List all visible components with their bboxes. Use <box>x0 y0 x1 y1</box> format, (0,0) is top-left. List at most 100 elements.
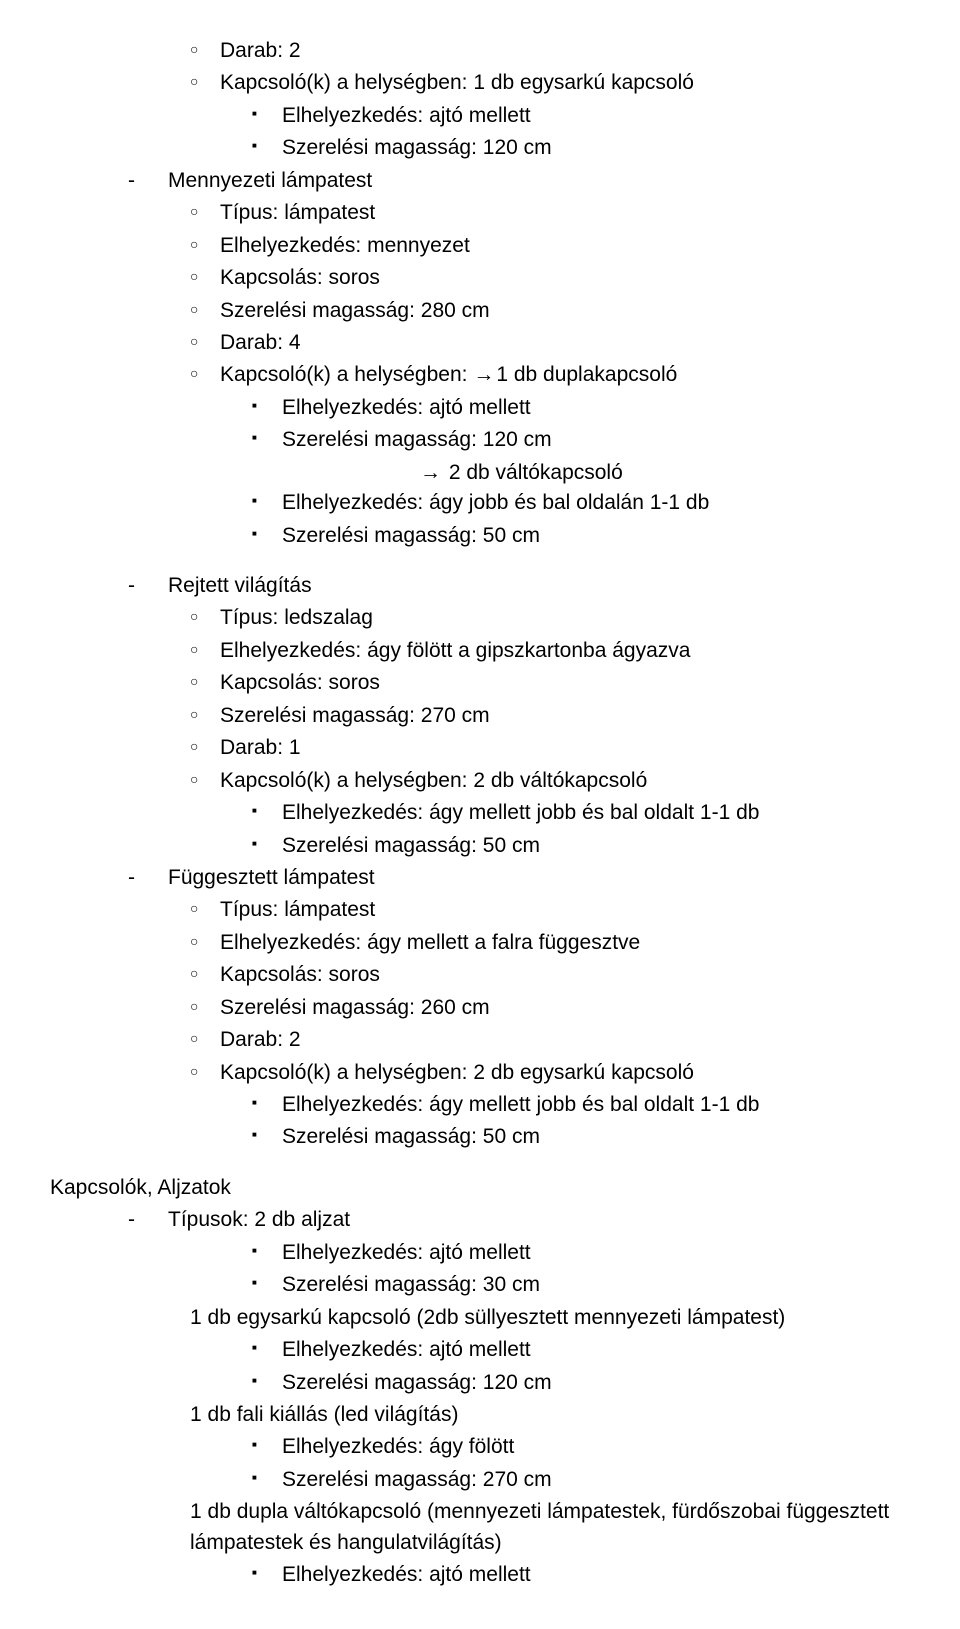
bullet-circle: ○ <box>190 363 220 393</box>
document: ○Darab: 2 ○Kapcsoló(k) a helységben: 1 d… <box>50 36 910 1591</box>
text: Darab: 2 <box>220 1025 910 1055</box>
bullet-square: ■ <box>252 1472 282 1502</box>
bullet-circle: ○ <box>190 1028 220 1058</box>
list-item: ■Szerelési magasság: 120 cm <box>252 133 910 163</box>
text: Kapcsolás: soros <box>220 960 910 990</box>
text: Szerelési magasság: 270 cm <box>220 701 910 731</box>
text: Szerelési magasság: 120 cm <box>282 133 910 163</box>
list-item: ○Kapcsolás: soros <box>190 960 910 990</box>
bullet-square: ■ <box>252 400 282 430</box>
list-item: -Függesztett lámpatest <box>128 863 910 893</box>
arrow-icon <box>473 363 496 386</box>
text-part: Kapcsoló(k) a helységben: <box>220 363 473 386</box>
text: Kapcsoló(k) a helységben: 1 db egysarkú … <box>220 68 910 98</box>
list-continuation: 1 db dupla váltókapcsoló (mennyezeti lám… <box>190 1497 910 1558</box>
list-item: ○Darab: 1 <box>190 733 910 763</box>
text: Szerelési magasság: 280 cm <box>220 296 910 326</box>
text: Szerelési magasság: 50 cm <box>282 1122 910 1152</box>
list-item: ■Szerelési magasság: 50 cm <box>252 1122 910 1152</box>
text: Elhelyezkedés: ajtó mellett <box>282 1335 910 1365</box>
bullet-square: ■ <box>252 1277 282 1307</box>
list-item: ■Elhelyezkedés: ajtó mellett <box>252 101 910 131</box>
list-item: ■Szerelési magasság: 120 cm <box>252 1368 910 1398</box>
text: Típus: lámpatest <box>220 895 910 925</box>
bullet-square: ■ <box>252 1129 282 1159</box>
bullet-square: ■ <box>252 1375 282 1405</box>
bullet-circle: ○ <box>190 606 220 636</box>
list-item: ○Kapcsoló(k) a helységben: 2 db váltókap… <box>190 766 910 796</box>
text: Elhelyezkedés: ajtó mellett <box>282 1238 910 1268</box>
text: Elhelyezkedés: ágy mellett a falra függe… <box>220 928 910 958</box>
bullet-circle: ○ <box>190 201 220 231</box>
bullet-square: ■ <box>252 108 282 138</box>
text: Darab: 1 <box>220 733 910 763</box>
list-item: ■Elhelyezkedés: ágy mellett jobb és bal … <box>252 1090 910 1120</box>
list-item: ○Típus: ledszalag <box>190 603 910 633</box>
list-item: -Típusok: 2 db aljzat <box>128 1205 910 1235</box>
bullet-circle: ○ <box>190 299 220 329</box>
list-item: ■Szerelési magasság: 50 cm <box>252 521 910 551</box>
bullet-square: ■ <box>252 432 282 462</box>
text: Szerelési magasság: 30 cm <box>282 1270 910 1300</box>
list-item: ■Szerelési magasság: 270 cm <box>252 1465 910 1495</box>
list-item: ○Darab: 2 <box>190 36 910 66</box>
text: Kapcsolás: soros <box>220 263 910 293</box>
text: Szerelési magasság: 270 cm <box>282 1465 910 1495</box>
spacer <box>50 1155 910 1173</box>
list-item: ○Típus: lámpatest <box>190 895 910 925</box>
bullet-circle: ○ <box>190 931 220 961</box>
text: Elhelyezkedés: ajtó mellett <box>282 393 910 423</box>
bullet-circle: ○ <box>190 736 220 766</box>
list-item: ○Kapcsoló(k) a helységben: 1 db egysarkú… <box>190 68 910 98</box>
bullet-circle: ○ <box>190 39 220 69</box>
list-item: ■Szerelési magasság: 30 cm <box>252 1270 910 1300</box>
bullet-square: ■ <box>252 495 282 525</box>
list-item: ■Elhelyezkedés: ágy jobb és bal oldalán … <box>252 488 910 518</box>
text: Típus: lámpatest <box>220 198 910 228</box>
bullet-square: ■ <box>252 528 282 558</box>
text: Elhelyezkedés: ágy mellett jobb és bal o… <box>282 798 910 828</box>
bullet-square: ■ <box>252 805 282 835</box>
list-item: ○Kapcsoló(k) a helységben: 2 db egysarkú… <box>190 1058 910 1088</box>
bullet-square: ■ <box>252 140 282 170</box>
list-item: ○Kapcsoló(k) a helységben: 1 db duplakap… <box>190 360 910 390</box>
list-item: ○Elhelyezkedés: ágy mellett a falra függ… <box>190 928 910 958</box>
text: Kapcsoló(k) a helységben: 2 db egysarkú … <box>220 1058 910 1088</box>
bullet-square: ■ <box>252 1567 282 1597</box>
list-continuation: 1 db fali kiállás (led világítás) <box>190 1400 910 1430</box>
bullet-circle: ○ <box>190 898 220 928</box>
text: 2 db váltókapcsoló <box>443 461 623 484</box>
bullet-dash: - <box>128 571 168 601</box>
section-heading: Kapcsolók, Aljzatok <box>50 1173 910 1203</box>
text: Elhelyezkedés: ágy jobb és bal oldalán 1… <box>282 488 910 518</box>
bullet-circle: ○ <box>190 996 220 1026</box>
bullet-circle: ○ <box>190 331 220 361</box>
text: Szerelési magasság: 260 cm <box>220 993 910 1023</box>
text: Kapcsoló(k) a helységben: 1 db duplakapc… <box>220 360 910 390</box>
text: Szerelési magasság: 50 cm <box>282 521 910 551</box>
text: Elhelyezkedés: ajtó mellett <box>282 101 910 131</box>
bullet-square: ■ <box>252 1439 282 1469</box>
bullet-circle: ○ <box>190 234 220 264</box>
list-item: ■Elhelyezkedés: ágy fölött <box>252 1432 910 1462</box>
text: Szerelési magasság: 120 cm <box>282 1368 910 1398</box>
list-item: ■Szerelési magasság: 50 cm <box>252 831 910 861</box>
text: Kapcsoló(k) a helységben: 2 db váltókapc… <box>220 766 910 796</box>
text: Típusok: 2 db aljzat <box>168 1205 910 1235</box>
list-item: ○Elhelyezkedés: mennyezet <box>190 231 910 261</box>
bullet-square: ■ <box>252 1245 282 1275</box>
list-item: ■Elhelyezkedés: ajtó mellett <box>252 1238 910 1268</box>
list-item: ○Szerelési magasság: 270 cm <box>190 701 910 731</box>
bullet-circle: ○ <box>190 71 220 101</box>
list-item: ○Darab: 4 <box>190 328 910 358</box>
bullet-circle: ○ <box>190 1061 220 1091</box>
list-item: ○Szerelési magasság: 280 cm <box>190 296 910 326</box>
text: Elhelyezkedés: ágy fölött a gipszkartonb… <box>220 636 910 666</box>
bullet-dash: - <box>128 166 168 196</box>
text: Szerelési magasság: 50 cm <box>282 831 910 861</box>
bullet-dash: - <box>128 863 168 893</box>
bullet-circle: ○ <box>190 639 220 669</box>
list-item: ○Kapcsolás: soros <box>190 668 910 698</box>
text: Típus: ledszalag <box>220 603 910 633</box>
bullet-circle: ○ <box>190 704 220 734</box>
